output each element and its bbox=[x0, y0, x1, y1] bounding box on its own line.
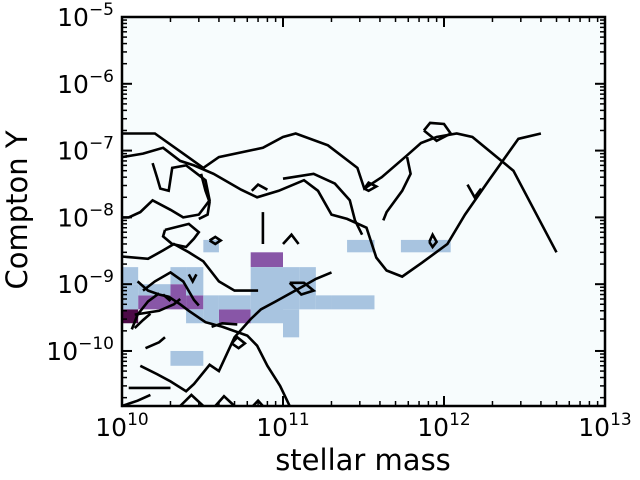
heatmap-cell bbox=[250, 252, 283, 268]
contour-line bbox=[466, 183, 483, 200]
contour-line bbox=[211, 321, 238, 329]
contour-line bbox=[363, 181, 380, 193]
contour-line bbox=[288, 281, 317, 296]
contour-line bbox=[142, 270, 200, 307]
heatmap-cell bbox=[170, 350, 204, 366]
heatmap-cell bbox=[138, 295, 171, 310]
x-tick-labels: 1010 1011 1012 1013 bbox=[95, 410, 631, 442]
plot-area bbox=[122, 17, 605, 406]
y-tick-label: 10−6 bbox=[57, 67, 114, 99]
contour-line bbox=[230, 335, 248, 350]
y-tick-label: 10−10 bbox=[46, 334, 114, 366]
heatmap-cell bbox=[347, 239, 375, 253]
y-axis-label: Compton Y bbox=[0, 130, 34, 289]
heatmap-cell bbox=[186, 267, 204, 296]
heatmap-cell bbox=[283, 309, 300, 338]
contour-line bbox=[161, 222, 201, 249]
contour-line bbox=[134, 298, 182, 316]
contour-line bbox=[251, 398, 264, 407]
contour-line bbox=[198, 173, 211, 221]
contour-line bbox=[187, 273, 198, 285]
contour-line bbox=[121, 393, 151, 408]
contour-line bbox=[121, 132, 542, 279]
contour-line bbox=[208, 235, 224, 246]
x-tick-label: 1010 bbox=[95, 410, 148, 442]
x-tick-label: 1013 bbox=[578, 410, 631, 442]
heatmap-cell bbox=[138, 284, 171, 296]
contour-line bbox=[250, 182, 269, 192]
contour-line bbox=[162, 293, 172, 302]
x-tick-label: 1012 bbox=[417, 410, 470, 442]
x-axis-label: stellar mass bbox=[275, 443, 451, 477]
contour-line bbox=[144, 336, 166, 350]
y-tick-label: 10−8 bbox=[57, 200, 114, 232]
heatmap-cell bbox=[218, 295, 251, 310]
heatmap-cell bbox=[203, 295, 219, 324]
heatmap-cell bbox=[315, 295, 332, 310]
x-tick-label: 1011 bbox=[256, 410, 309, 442]
contour-lines bbox=[121, 121, 558, 408]
heatmap-cell bbox=[331, 295, 375, 310]
plot-frame-border bbox=[120, 15, 607, 408]
contour-line bbox=[121, 242, 259, 292]
contour-line bbox=[122, 132, 558, 253]
y-tick-labels: 10−10 10−9 10−8 10−7 10−6 10−5 bbox=[46, 0, 114, 366]
heatmap-cell bbox=[122, 267, 139, 285]
heatmap-cell bbox=[283, 267, 300, 310]
heatmap-cell bbox=[299, 267, 316, 310]
contour-line bbox=[422, 121, 453, 143]
contour-line bbox=[133, 312, 152, 330]
contour-line bbox=[428, 231, 439, 250]
plot-frame bbox=[120, 15, 607, 408]
contour-line bbox=[282, 232, 300, 245]
contour-line bbox=[382, 156, 412, 221]
contour-line bbox=[282, 172, 364, 236]
heatmap-cell bbox=[218, 309, 251, 324]
y-tick-label: 10−5 bbox=[57, 0, 114, 32]
y-tick-label: 10−9 bbox=[57, 267, 114, 299]
y-tick-label: 10−7 bbox=[57, 134, 114, 166]
plot-background bbox=[122, 17, 605, 406]
contour-line bbox=[130, 292, 160, 330]
